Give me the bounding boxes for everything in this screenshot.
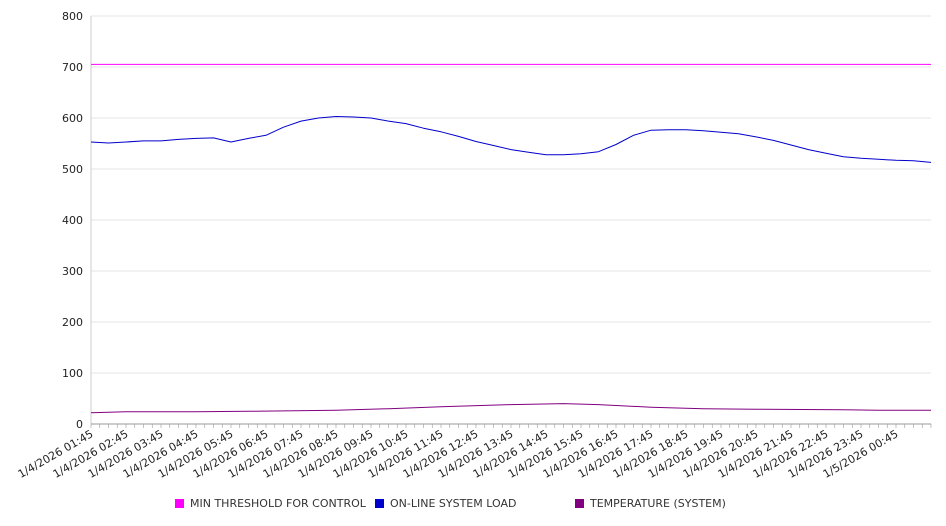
y-tick-label-700: 700 (62, 61, 83, 74)
y-tick-label-200: 200 (62, 316, 83, 329)
legend-item-min-threshold[interactable]: MIN THRESHOLD FOR CONTROL (175, 497, 366, 510)
legend-item-temperature[interactable]: TEMPERATURE (SYSTEM) (575, 497, 726, 510)
legend-label-temperature: TEMPERATURE (SYSTEM) (590, 497, 726, 510)
y-tick-label-300: 300 (62, 265, 83, 278)
legend-swatch-min-threshold (175, 499, 184, 508)
y-tick-label-400: 400 (62, 214, 83, 227)
legend-swatch-temperature (575, 499, 584, 508)
series-line-2 (90, 403, 931, 414)
y-tick-label-500: 500 (62, 163, 83, 176)
legend: MIN THRESHOLD FOR CONTROL ON-LINE SYSTEM… (0, 497, 946, 515)
series-lines (90, 63, 932, 414)
y-tick-label-600: 600 (62, 112, 83, 125)
legend-item-system-load[interactable]: ON-LINE SYSTEM LOAD (375, 497, 516, 510)
series-line-1 (90, 116, 932, 163)
legend-swatch-system-load (375, 499, 384, 508)
y-tick-label-800: 800 (62, 10, 83, 23)
legend-label-system-load: ON-LINE SYSTEM LOAD (390, 497, 517, 510)
y-axis-ticks: 0 100 200 300 400 500 600 700 800 (62, 10, 83, 431)
x-axis-ticks: 1/4/2026 01:451/4/2026 02:451/4/2026 03:… (16, 427, 901, 481)
axes (90, 16, 932, 428)
y-tick-label-100: 100 (62, 367, 83, 380)
gridlines (91, 15, 931, 374)
legend-label-min-threshold: MIN THRESHOLD FOR CONTROL (190, 497, 366, 510)
y-tick-label-0: 0 (76, 418, 83, 431)
